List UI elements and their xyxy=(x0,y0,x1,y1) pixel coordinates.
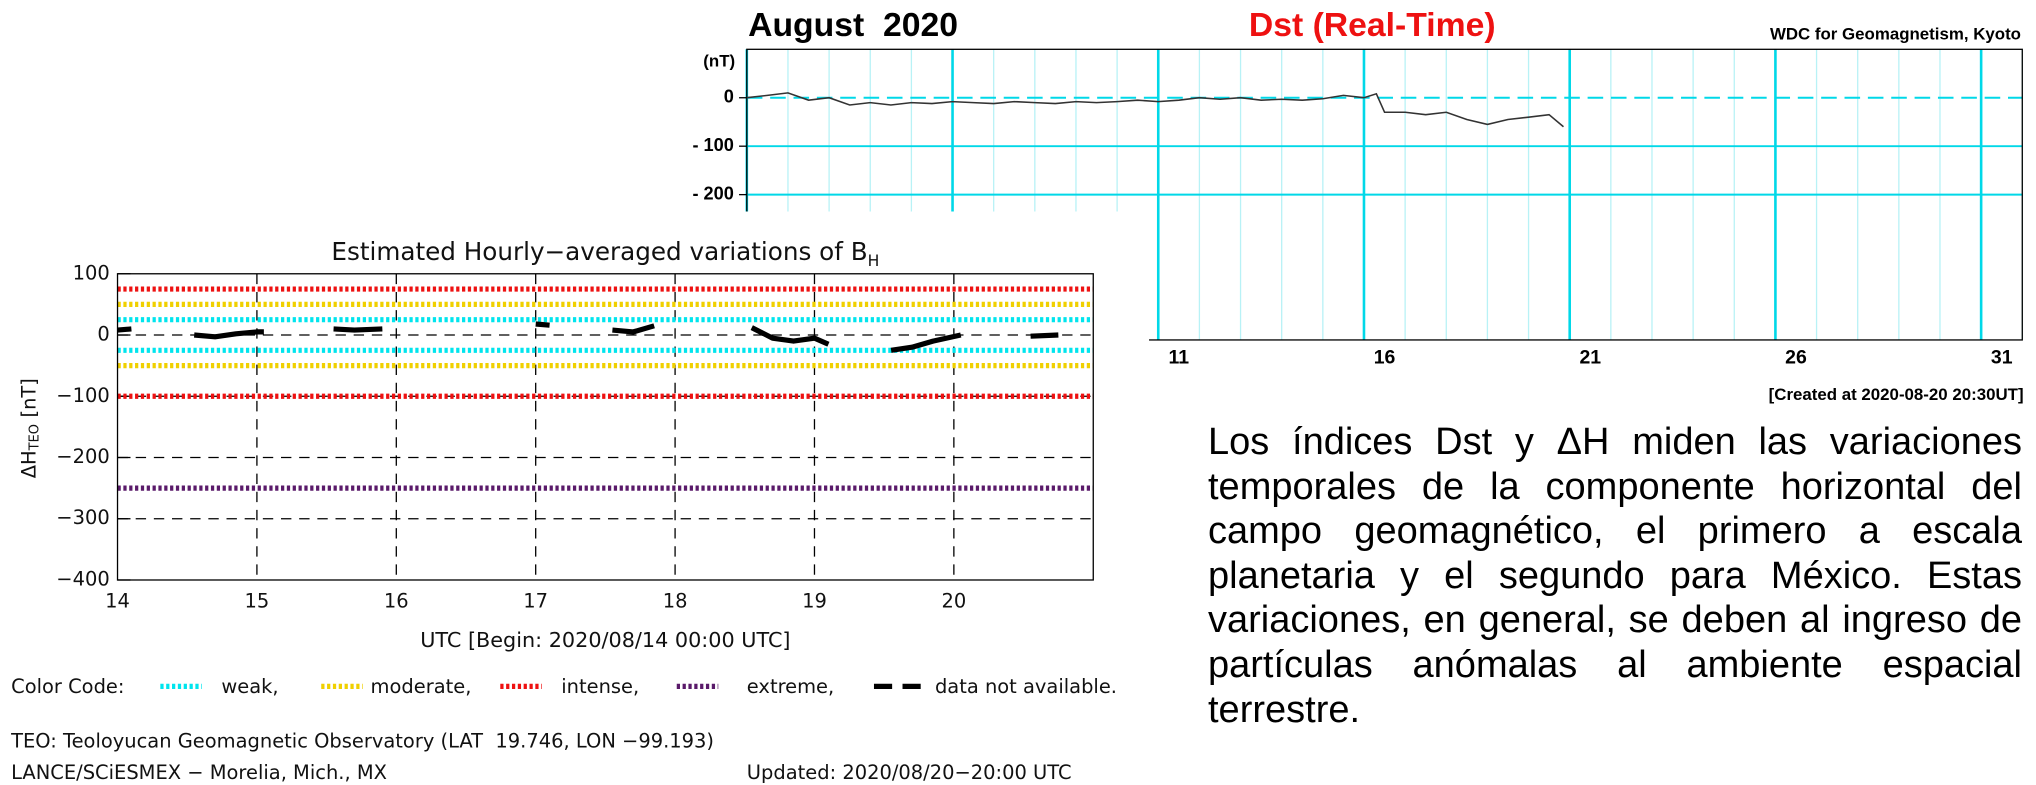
legend-label: moderate, xyxy=(371,675,472,698)
legend-label: weak, xyxy=(221,675,278,698)
y-label-text: ΔH xyxy=(17,450,40,478)
title-subscript: H xyxy=(868,251,880,269)
legend-label: data not available. xyxy=(935,675,1117,698)
y-tick-label: −300 xyxy=(56,506,109,529)
legend-label: extreme, xyxy=(747,675,834,698)
y-tick-label: - 200 xyxy=(692,183,733,203)
x-tick-label: 11 xyxy=(1169,346,1190,368)
x-tick-label: 16 xyxy=(1374,346,1396,368)
x-tick-label: 14 xyxy=(105,590,130,613)
dst-line xyxy=(746,92,1564,128)
footer-line: TEO: Teoloyucan Geomagnetic Observatory … xyxy=(10,730,714,753)
x-tick-label: 17 xyxy=(523,590,548,613)
legend-title: Color Code: xyxy=(11,675,124,698)
x-tick-label: 18 xyxy=(663,590,688,613)
description: Los índices Dst y ΔH miden las variacion… xyxy=(1208,421,2022,731)
y-tick-label: 0 xyxy=(97,323,109,346)
footer-line: Updated: 2020/08/20−20:00 UTC xyxy=(747,761,1072,784)
chart-note: [Created at 2020-08-20 20:30UT] xyxy=(1769,385,2024,404)
chart-subtitle: Dst (Real-Time) xyxy=(1249,6,1496,44)
y-label-subscript: TEO xyxy=(27,424,42,451)
chart-title: August 2020 xyxy=(748,6,958,44)
x-tick-label: 15 xyxy=(245,590,270,613)
y-tick-label: 0 xyxy=(724,87,734,107)
x-tick-label: 20 xyxy=(941,590,966,613)
chart-source: WDC for Geomagnetism, Kyoto xyxy=(1770,24,2021,43)
y-tick-label: −200 xyxy=(56,445,109,468)
y-tick-label: −400 xyxy=(56,567,109,590)
x-tick-label: 26 xyxy=(1785,346,1807,368)
chart-title: Estimated Hourly−averaged variations of … xyxy=(331,237,879,269)
x-tick-label: 16 xyxy=(384,590,409,613)
bh-line xyxy=(117,321,1059,353)
y-axis-label: ΔHTEO [nT] xyxy=(17,378,42,478)
y-label-unit: [nT] xyxy=(17,378,40,417)
y-axis-label: (nT) xyxy=(703,52,735,71)
x-tick-label: 31 xyxy=(1991,346,2013,368)
plot-frame xyxy=(116,273,1094,581)
x-tick-label: 21 xyxy=(1579,346,1601,368)
legend-label: intense, xyxy=(561,675,639,698)
y-tick-label: −100 xyxy=(56,384,109,407)
bh-chart: Estimated Hourly−averaged variations of … xyxy=(0,211,1150,785)
title-text: Estimated Hourly−averaged variations of … xyxy=(331,237,867,266)
panel-background xyxy=(0,211,1150,785)
y-tick-label: 100 xyxy=(73,261,110,284)
x-axis-label: UTC [Begin: 2020/08/14 00:00 UTC] xyxy=(420,628,790,652)
y-tick-label: - 100 xyxy=(692,135,733,155)
x-tick-label: 19 xyxy=(802,590,827,613)
footer-line: LANCE/SCiESMEX − Morelia, Mich., MX xyxy=(11,761,387,784)
